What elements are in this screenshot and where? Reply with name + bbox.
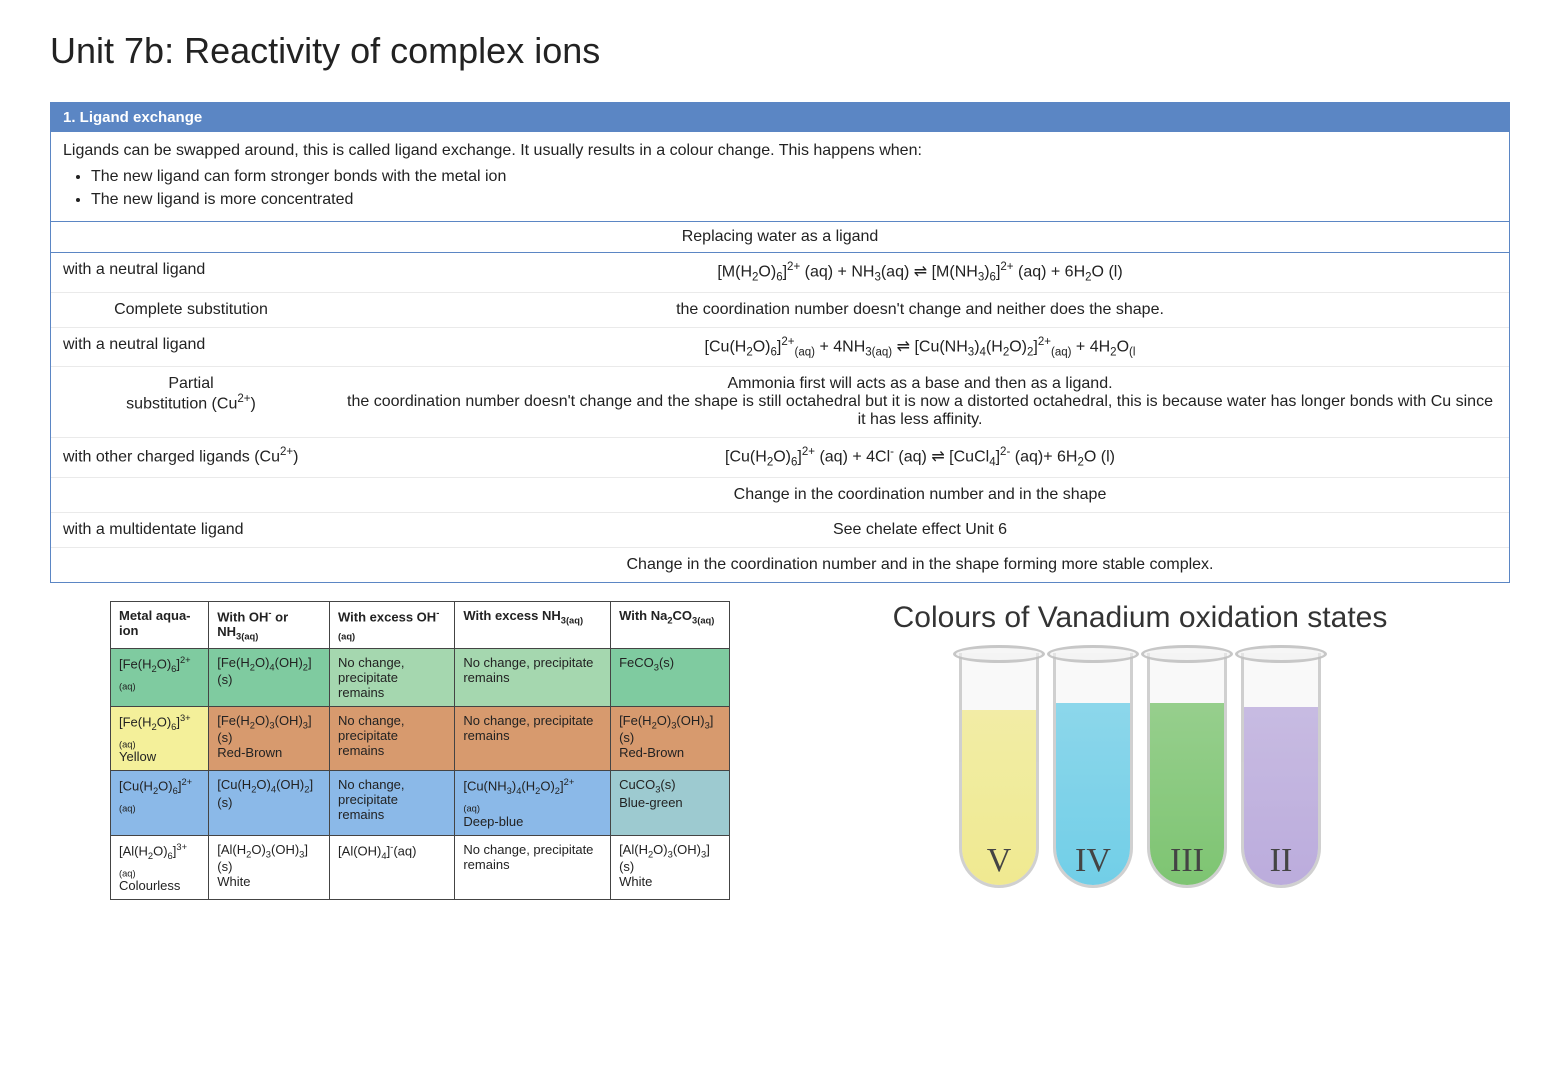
intro-bullet: The new ligand is more concentrated <box>91 189 1497 211</box>
table-cell: No change, precipitate remains <box>455 648 611 706</box>
table-cell: [Cu(H2O)4(OH)2] (s) <box>209 771 330 836</box>
table-cell: [Al(H2O)3(OH)3] (s)White <box>209 835 330 900</box>
table-header: With excess OH-(aq) <box>330 601 455 648</box>
panel-row: with a multidentate ligandSee chelate ef… <box>51 513 1509 548</box>
table-cell: [Cu(NH3)4(H2O)2]2+(aq)Deep-blue <box>455 771 611 836</box>
panel-row-left: with other charged ligands (Cu2+) <box>51 438 331 477</box>
table-row: [Al(H2O)6]3+ (aq)Colourless[Al(H2O)3(OH)… <box>111 835 730 900</box>
panel-row-right: the coordination number doesn't change a… <box>331 293 1509 327</box>
intro-bullet: The new ligand can form stronger bonds w… <box>91 166 1497 188</box>
panel-row: Change in the coordination number and in… <box>51 548 1509 582</box>
test-tube: IV <box>1053 653 1133 888</box>
panel-row: with a neutral ligand[Cu(H2O)6]2+(aq) + … <box>51 328 1509 368</box>
panel-row-right: Change in the coordination number and in… <box>331 548 1509 582</box>
table-cell: [Al(OH)4]-(aq) <box>330 835 455 900</box>
table-cell: No change, precipitate remains <box>330 706 455 771</box>
tube-label: II <box>1241 842 1321 880</box>
table-header: Metal aqua-ion <box>111 601 209 648</box>
test-tube: II <box>1241 653 1321 888</box>
panel-row: with a neutral ligand[M(H2O)6]2+ (aq) + … <box>51 253 1509 293</box>
panel-row: Partialsubstitution (Cu2+)Ammonia first … <box>51 367 1509 438</box>
panel-row-right: [Cu(H2O)6]2+ (aq) + 4Cl- (aq) ⇌ [CuCl4]2… <box>331 438 1509 477</box>
table-header: With OH- or NH3(aq) <box>209 601 330 648</box>
panel-row-right: [M(H2O)6]2+ (aq) + NH3(aq) ⇌ [M(NH3)6]2+… <box>331 253 1509 292</box>
tube-label: IV <box>1053 842 1133 880</box>
panel-row-left: Partialsubstitution (Cu2+) <box>51 367 331 437</box>
table-cell: No change, precipitate remains <box>330 648 455 706</box>
reactions-table: Metal aqua-ionWith OH- or NH3(aq)With ex… <box>110 601 730 900</box>
panel-row: Complete substitutionthe coordination nu… <box>51 293 1509 328</box>
page-title: Unit 7b: Reactivity of complex ions <box>50 30 1510 72</box>
intro-text: Ligands can be swapped around, this is c… <box>63 142 922 159</box>
panel-row-left: with a neutral ligand <box>51 328 331 367</box>
table-cell: [Fe(H2O)6]3+ (aq)Yellow <box>111 706 209 771</box>
panel-row-left: with a multidentate ligand <box>51 513 331 547</box>
panel-row-left: Complete substitution <box>51 293 331 327</box>
tube-label: V <box>959 842 1039 880</box>
panel-row-right: [Cu(H2O)6]2+(aq) + 4NH3(aq) ⇌ [Cu(NH3)4(… <box>331 328 1509 367</box>
table-cell: [Fe(H2O)3(OH)3] (s)Red-Brown <box>611 706 730 771</box>
table-header: With Na2CO3(aq) <box>611 601 730 648</box>
panel-row-right: Ammonia first will acts as a base and th… <box>331 367 1509 437</box>
table-row: [Cu(H2O)6]2+ (aq)[Cu(H2O)4(OH)2] (s)No c… <box>111 771 730 836</box>
table-cell: No change, precipitate remains <box>455 835 611 900</box>
panel-row-right: See chelate effect Unit 6 <box>331 513 1509 547</box>
panel-row-right: Change in the coordination number and in… <box>331 478 1509 512</box>
table-cell: [Al(H2O)3(OH)3] (s)White <box>611 835 730 900</box>
table-cell: [Fe(H2O)3(OH)3] (s)Red-Brown <box>209 706 330 771</box>
table-cell: No change, precipitate remains <box>330 771 455 836</box>
table-cell: [Fe(H2O)4(OH)2] (s) <box>209 648 330 706</box>
panel-heading: 1. Ligand exchange <box>51 103 1509 132</box>
panel-row: Change in the coordination number and in… <box>51 478 1509 513</box>
panel-row: with other charged ligands (Cu2+)[Cu(H2O… <box>51 438 1509 478</box>
table-row: [Fe(H2O)6]2+ (aq)[Fe(H2O)4(OH)2] (s)No c… <box>111 648 730 706</box>
test-tube: V <box>959 653 1039 888</box>
table-cell: [Al(H2O)6]3+ (aq)Colourless <box>111 835 209 900</box>
table-cell: No change, precipitate remains <box>455 706 611 771</box>
table-header: With excess NH3(aq) <box>455 601 611 648</box>
vanadium-title: Colours of Vanadium oxidation states <box>770 601 1510 635</box>
panel-row-left: with a neutral ligand <box>51 253 331 292</box>
panel-subheader: Replacing water as a ligand <box>51 222 1509 253</box>
table-cell: [Cu(H2O)6]2+ (aq) <box>111 771 209 836</box>
panel-row-left <box>51 548 331 582</box>
test-tubes: VIVIIIII <box>770 653 1510 888</box>
tube-label: III <box>1147 842 1227 880</box>
panel-intro: Ligands can be swapped around, this is c… <box>51 132 1509 222</box>
table-cell: CuCO3(s)Blue-green <box>611 771 730 836</box>
reactions-table-wrap: Metal aqua-ionWith OH- or NH3(aq)With ex… <box>110 601 730 900</box>
table-row: [Fe(H2O)6]3+ (aq)Yellow[Fe(H2O)3(OH)3] (… <box>111 706 730 771</box>
ligand-exchange-panel: 1. Ligand exchange Ligands can be swappe… <box>50 102 1510 583</box>
test-tube: III <box>1147 653 1227 888</box>
vanadium-section: Colours of Vanadium oxidation states V IV… <box>770 601 1510 900</box>
panel-row-left <box>51 478 331 512</box>
table-cell: FeCO3(s) <box>611 648 730 706</box>
table-cell: [Fe(H2O)6]2+ (aq) <box>111 648 209 706</box>
